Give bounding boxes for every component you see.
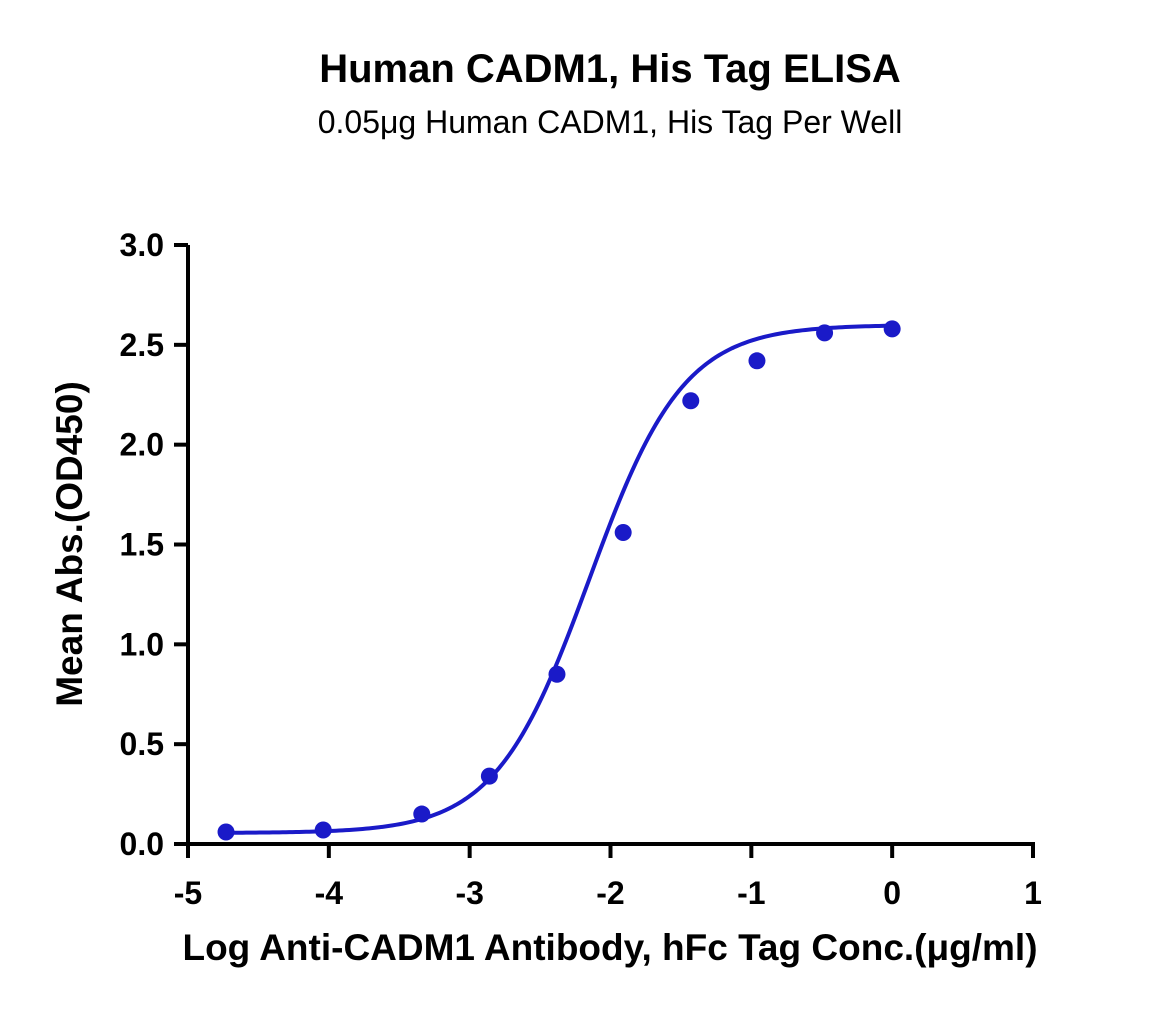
axes [186, 245, 1035, 846]
data-point [883, 320, 901, 338]
y-tick-label: 0.5 [120, 726, 164, 762]
chart-title: Human CADM1, His Tag ELISA [319, 47, 901, 91]
data-point [413, 805, 431, 823]
x-tick-label: -3 [455, 875, 483, 911]
x-tick-label: -5 [174, 875, 202, 911]
data-point [480, 767, 498, 785]
fit-curve [226, 323, 893, 835]
y-tick-label: 1.0 [120, 626, 164, 662]
y-tick-label: 1.5 [120, 527, 164, 563]
y-tick-label: 2.5 [120, 327, 164, 363]
x-tick-label: -4 [315, 875, 344, 911]
x-tick-label: -1 [737, 875, 765, 911]
y-axis-title: Mean Abs.(OD450) [49, 381, 90, 707]
data-point [314, 821, 332, 839]
data-point [548, 665, 566, 683]
x-tick-label: -2 [596, 875, 624, 911]
y-tick-label: 3.0 [120, 227, 164, 263]
data-point [614, 524, 632, 542]
data-points [217, 320, 901, 841]
x-axis-ticks: -5 -4 -3 -2 -1 0 1 [174, 844, 1042, 911]
y-tick-label: 0.0 [120, 826, 164, 862]
chart-subtitle: 0.05μg Human CADM1, His Tag Per Well [318, 104, 903, 140]
x-axis-title: Log Anti-CADM1 Antibody, hFc Tag Conc.(μ… [182, 927, 1037, 968]
y-axis-ticks: 0.0 0.5 1.0 1.5 2.0 2.5 3.0 [120, 227, 188, 862]
x-tick-label: 1 [1024, 875, 1042, 911]
x-tick-label: 0 [883, 875, 901, 911]
data-point [816, 324, 834, 342]
data-point [682, 392, 700, 410]
y-tick-label: 2.0 [120, 427, 164, 463]
data-point [217, 823, 235, 841]
data-point [748, 352, 766, 370]
